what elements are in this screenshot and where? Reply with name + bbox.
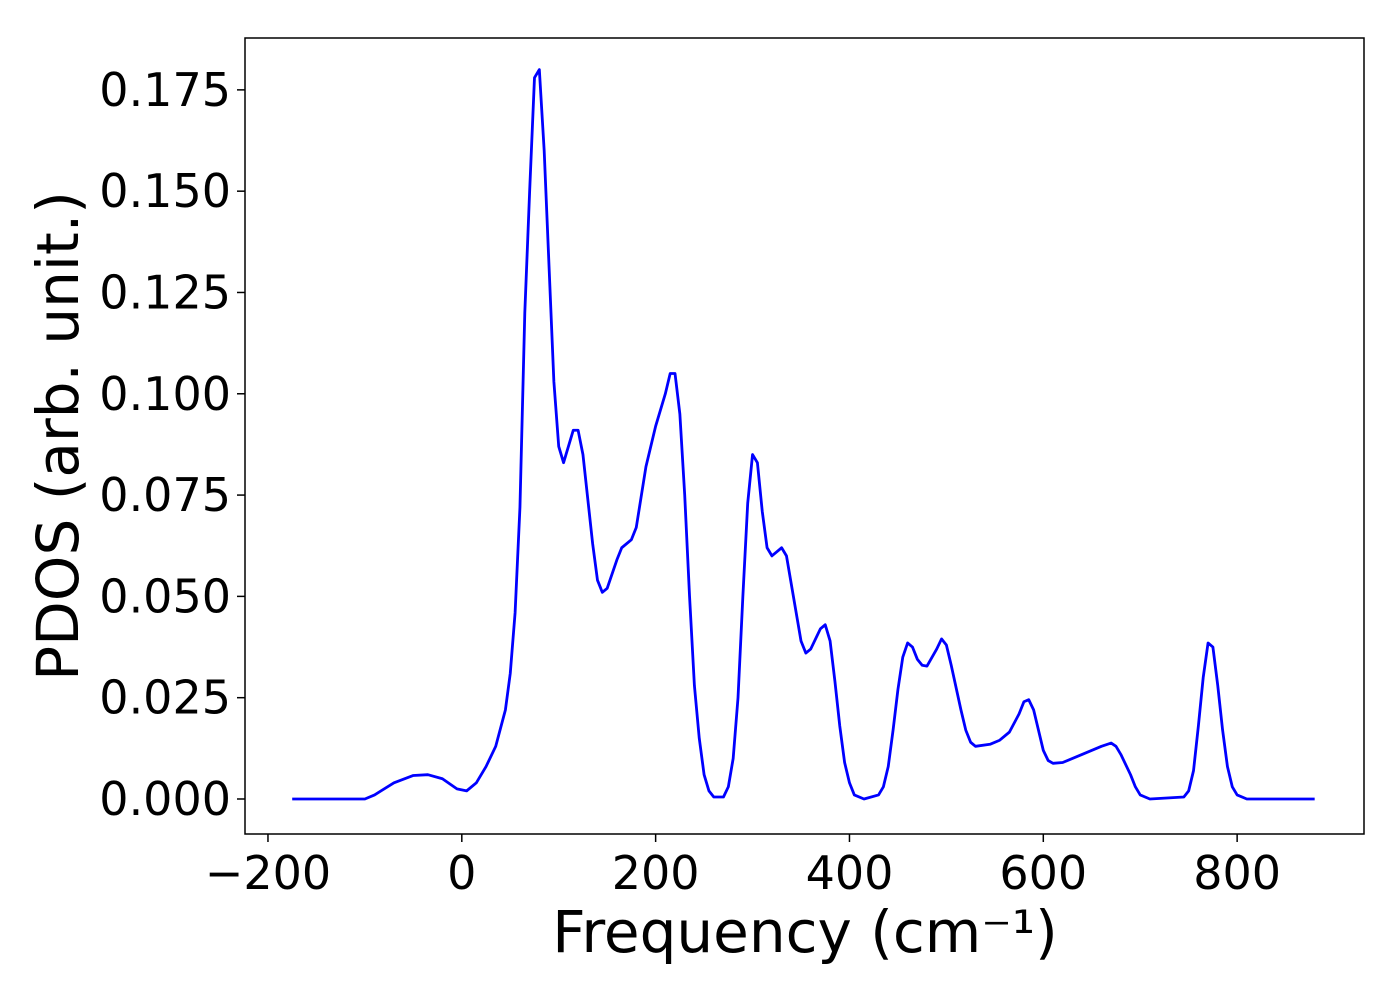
y-tick-label: 0.125 bbox=[99, 265, 231, 319]
data-line bbox=[292, 68, 1315, 801]
x-tick-label: 400 bbox=[806, 846, 894, 900]
y-tick-label: 0.025 bbox=[99, 671, 231, 725]
y-tick-label: 0.075 bbox=[99, 468, 231, 522]
y-tick-label: 0.000 bbox=[99, 772, 231, 826]
x-tick-label: −200 bbox=[205, 846, 331, 900]
x-tick-label: 0 bbox=[447, 846, 476, 900]
x-tick-label: 600 bbox=[999, 846, 1087, 900]
plot-frame bbox=[244, 37, 1365, 835]
x-tick-label: 200 bbox=[612, 846, 700, 900]
x-tick-label: 800 bbox=[1193, 846, 1281, 900]
y-tick-label: 0.175 bbox=[99, 63, 231, 117]
y-tick-label: 0.100 bbox=[99, 367, 231, 421]
y-axis-label: PDOS (arb. unit.) bbox=[24, 191, 92, 681]
y-tick-label: 0.150 bbox=[99, 164, 231, 218]
x-axis-label: Frequency (cm⁻¹) bbox=[552, 898, 1058, 966]
y-tick-label: 0.050 bbox=[99, 569, 231, 623]
